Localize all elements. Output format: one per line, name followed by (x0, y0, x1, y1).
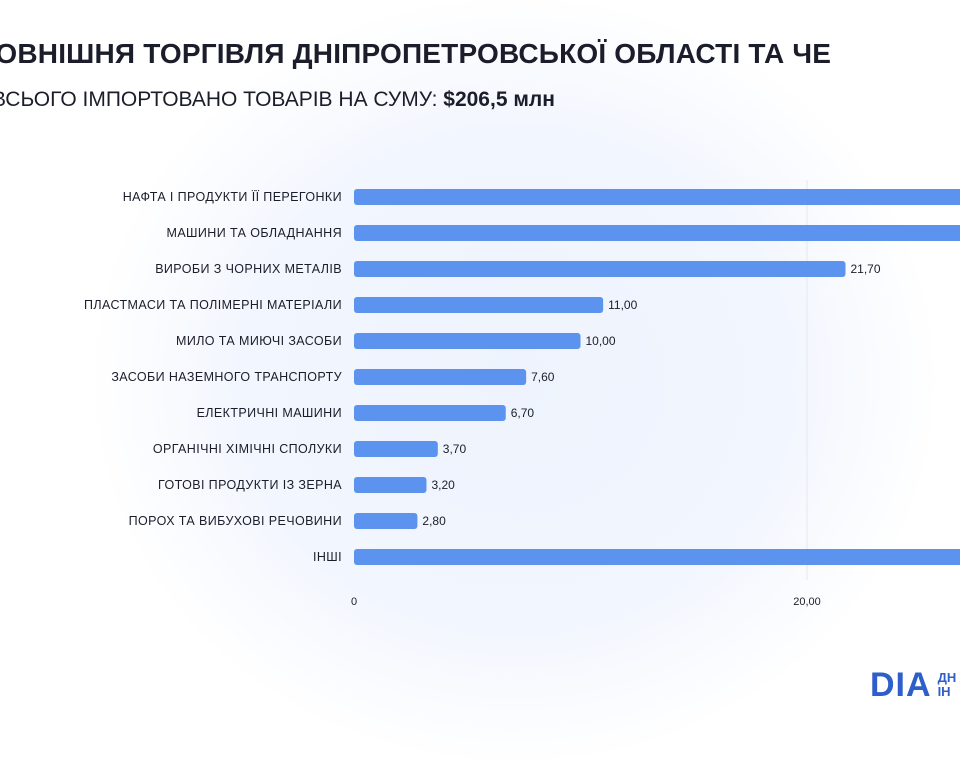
page-title: ЗОВНІШНЯ ТОРГІВЛЯ ДНІПРОПЕТРОВСЬКОЇ ОБЛА… (0, 38, 832, 69)
bar (354, 297, 604, 313)
category-label: ЕЛЕКТРИЧНІ МАШИНИ (197, 406, 342, 420)
bar (354, 261, 846, 277)
category-label: МАШИНИ ТА ОБЛАДНАННЯ (167, 226, 343, 240)
data-label: 2,80 (422, 514, 446, 528)
page-subtitle: ВСЬОГО ІМПОРТОВАНО ТОВАРІВ НА СУМУ: $206… (0, 88, 555, 112)
subtitle-prefix: ВСЬОГО ІМПОРТОВАНО ТОВАРІВ НА СУМУ: (0, 88, 438, 111)
category-label: ПОРОХ ТА ВИБУХОВІ РЕЧОВИНИ (129, 514, 342, 528)
category-label: ОРГАНІЧНІ ХІМІЧНІ СПОЛУКИ (153, 442, 342, 456)
data-label: 6,70 (511, 406, 535, 420)
x-tick-label: 0 (351, 596, 357, 608)
data-label: 21,70 (851, 262, 881, 276)
category-label: ІНШІ (313, 550, 342, 564)
category-label: ЗАСОБИ НАЗЕМНОГО ТРАНСПОРТУ (111, 370, 342, 384)
category-label: НАФТА І ПРОДУКТИ ЇЇ ПЕРЕГОНКИ (123, 190, 342, 204)
bar (354, 405, 506, 421)
data-label: 10,00 (586, 334, 616, 348)
logo-side-text: ДН ІН (938, 671, 957, 698)
logo-mark: DIA (870, 666, 932, 704)
bar (354, 477, 427, 493)
category-label: ПЛАСТМАСИ ТА ПОЛІМЕРНІ МАТЕРІАЛИ (84, 298, 342, 312)
data-label: 7,60 (531, 370, 555, 384)
bar (354, 225, 960, 241)
bar (354, 441, 438, 457)
data-label: 11,00 (608, 298, 637, 312)
category-label: ВИРОБИ З ЧОРНИХ МЕТАЛІВ (155, 262, 342, 276)
category-label: МИЛО ТА МИЮЧІ ЗАСОБИ (176, 334, 342, 348)
bar (354, 333, 581, 349)
subtitle-amount: $206,5 млн (443, 88, 555, 111)
data-label: 3,20 (431, 478, 455, 492)
data-label: 3,70 (443, 442, 467, 456)
logo-line-2: ІН (937, 684, 951, 699)
x-tick-label: 20,00 (793, 596, 821, 608)
bar (354, 549, 960, 565)
dia-logo: DIA ДН ІН (870, 668, 956, 702)
logo-line-1: ДН (937, 670, 957, 686)
bar (354, 189, 960, 205)
bar (354, 369, 527, 385)
bar (354, 513, 418, 529)
category-label: ГОТОВІ ПРОДУКТИ ІЗ ЗЕРНА (158, 478, 342, 492)
